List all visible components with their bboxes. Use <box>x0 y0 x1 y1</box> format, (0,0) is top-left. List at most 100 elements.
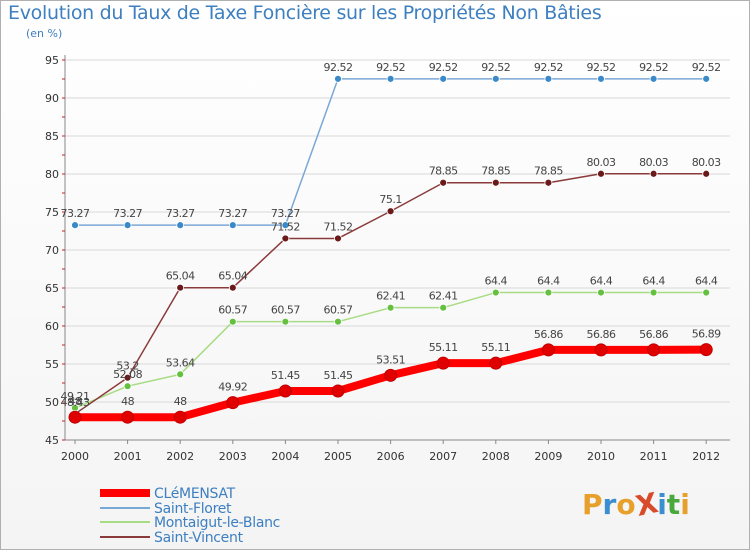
y-ticks: 45 50 55 60 65 70 75 80 85 90 95 <box>45 54 59 447</box>
data-point <box>176 370 185 379</box>
data-label: 62.41 <box>429 290 458 303</box>
y-tick-label: 75 <box>45 206 59 219</box>
data-label: 80.03 <box>639 156 668 169</box>
data-label: 92.52 <box>324 61 353 74</box>
data-point <box>699 343 713 357</box>
data-point <box>123 221 132 230</box>
data-label: 78.85 <box>481 165 510 178</box>
data-label: 48 <box>69 395 82 408</box>
legend-label: Saint-Vincent <box>154 530 244 546</box>
data-label: 64.4 <box>590 275 613 288</box>
y-axis-unit: (en %) <box>26 27 63 40</box>
data-label: 92.52 <box>692 61 721 74</box>
logo-letter: i <box>680 488 690 521</box>
data-point <box>597 74 605 83</box>
x-tick-label: 2000 <box>61 450 89 463</box>
data-point <box>544 74 553 83</box>
data-point <box>278 384 292 398</box>
logo-letter: r <box>602 488 617 521</box>
x-tick-label: 2002 <box>166 450 194 463</box>
data-point <box>544 288 553 297</box>
data-point <box>176 283 185 292</box>
data-point <box>541 343 555 357</box>
data-point <box>702 169 711 178</box>
x-tick-label: 2006 <box>377 450 405 463</box>
data-point <box>439 303 448 312</box>
logo-letter: P <box>582 488 603 521</box>
data-point <box>597 169 605 178</box>
x-tick-label: 2011 <box>640 450 668 463</box>
data-label: 60.57 <box>218 304 247 317</box>
data-label: 75.1 <box>379 193 402 206</box>
data-label: 64.4 <box>642 275 665 288</box>
data-label: 56.86 <box>639 328 668 341</box>
data-labels: 48 48 48 49.92 51.45 51.45 53.51 55.11 55.11 56.8… <box>61 61 722 409</box>
data-label: 48 <box>121 395 134 408</box>
data-point <box>594 343 608 357</box>
x-tick-label: 2003 <box>219 450 247 463</box>
data-label: 73.27 <box>113 207 142 220</box>
logo-letter: t <box>666 488 681 521</box>
data-label: 64.4 <box>485 275 508 288</box>
x-tick-label: 2007 <box>429 450 457 463</box>
x-tick-label: 2005 <box>324 450 352 463</box>
chart-title: Evolution du Taux de Taxe Foncière sur l… <box>8 2 602 24</box>
y-tick-label: 80 <box>45 168 59 181</box>
data-point <box>436 356 450 370</box>
data-point <box>123 382 132 391</box>
x-tick-label: 2012 <box>692 450 720 463</box>
data-label: 92.52 <box>376 61 405 74</box>
data-label: 64.4 <box>537 275 560 288</box>
y-tick-label: 90 <box>45 92 59 105</box>
data-point <box>491 178 500 187</box>
data-point <box>647 343 661 357</box>
data-point <box>68 410 82 424</box>
data-label: 78.85 <box>429 165 458 178</box>
data-point <box>228 317 237 326</box>
data-point <box>544 178 553 187</box>
data-point <box>331 384 345 398</box>
data-label: 80.03 <box>692 156 721 169</box>
data-point <box>121 410 135 424</box>
y-tick-label: 55 <box>45 358 59 371</box>
data-label: 62.41 <box>376 290 405 303</box>
data-label: 65.04 <box>218 270 247 283</box>
data-label: 49.21 <box>61 390 90 403</box>
y-tick-label: 65 <box>45 282 59 295</box>
data-point <box>702 74 711 83</box>
data-label: 73.27 <box>61 207 90 220</box>
x-tick-label: 2001 <box>114 450 142 463</box>
data-point <box>228 221 237 230</box>
data-point <box>226 396 240 410</box>
data-point <box>384 368 398 382</box>
data-point <box>176 221 185 230</box>
data-label: 56.86 <box>534 328 563 341</box>
data-label: 52.08 <box>113 368 142 381</box>
data-label: 78.85 <box>534 165 563 178</box>
legend: CLéMENSATSaint-FloretMontaigut-le-BlancS… <box>100 486 280 546</box>
data-label: 55.11 <box>429 341 458 354</box>
data-label: 53.64 <box>166 356 195 369</box>
y-tick-label: 45 <box>45 434 59 447</box>
data-label: 65.04 <box>166 270 195 283</box>
logo-letter: i <box>657 488 667 521</box>
y-tick-label: 60 <box>45 320 59 333</box>
data-label: 92.52 <box>534 61 563 74</box>
y-tick-label: 70 <box>45 244 59 257</box>
legend-label: Montaigut-le-Blanc <box>154 515 280 531</box>
data-point <box>334 74 342 83</box>
data-point <box>334 234 342 243</box>
axes <box>62 55 730 441</box>
legend-label: Saint-Floret <box>154 501 232 517</box>
data-label: 48 <box>174 395 187 408</box>
x-tick-label: 2009 <box>534 450 562 463</box>
x-ticks: 2000 2001 2002 2003 2004 2005 2006 2007 2008 2009… <box>61 440 720 463</box>
data-point <box>597 288 605 297</box>
logo-letter: X <box>632 486 661 523</box>
data-point <box>439 178 448 187</box>
data-point <box>123 373 132 382</box>
data-label: 51.45 <box>324 369 353 382</box>
y-tick-label: 85 <box>45 130 59 143</box>
x-tick-label: 2008 <box>482 450 510 463</box>
